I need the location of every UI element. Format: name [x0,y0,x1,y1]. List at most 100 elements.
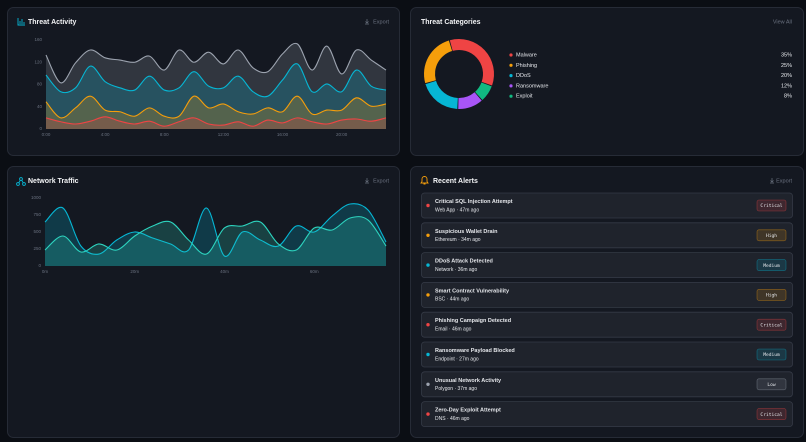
severity-label: Low [767,382,776,388]
donut-segment [424,40,453,84]
x-tick-label: 12:00 [218,132,230,137]
area-fill [46,96,386,129]
x-tick-label: 60m [310,269,319,274]
y-tick-label: 0 [38,263,41,268]
legend-value: 20% [781,73,792,79]
legend-value: 12% [781,83,792,89]
icon [16,18,26,186]
alert-title: Suspicious Wallet Drain [435,229,498,235]
x-tick-label: 4:00 [101,132,110,137]
legend-label: DDoS [516,73,531,79]
panel-title: Threat Activity [28,19,76,26]
alert-dot [426,203,430,208]
panel [7,166,400,438]
series-line [44,203,387,257]
legend-dot [509,63,513,67]
y-tick-label: 0 [39,126,42,131]
x-tick-label: 0m [42,269,49,274]
alert-meta: Ethereum · 34m ago [435,237,481,243]
severity-badge [756,259,787,271]
legend-label: Malware [516,52,537,58]
alert-dot [426,382,430,386]
export-button[interactable]: Export [373,178,389,184]
alert-row[interactable] [421,401,793,428]
x-tick-label: 20:00 [336,132,348,137]
severity-badge [756,318,787,331]
legend-value: 35% [781,52,792,58]
alert-row[interactable] [421,222,793,249]
bell-icon [420,176,429,185]
alert-meta: BSC · 44m ago [435,297,469,303]
panel-title: Threat Categories [421,19,481,26]
x-tick-label: 20m [130,269,139,274]
x-tick-label: 8:00 [160,132,169,137]
x-tick-label: 16:00 [277,132,289,137]
legend-value: 25% [781,63,792,69]
view-all-button[interactable]: View All [773,19,792,25]
alert-row[interactable] [421,252,793,279]
series-line [45,42,387,84]
panel [410,7,804,156]
panel-title: Recent Alerts [433,178,478,185]
y-tick-label: 160 [34,37,42,42]
alert-meta: Email · 46m ago [435,327,472,333]
severity-label: High [766,293,777,299]
series-line [45,63,387,98]
donut-segment [475,82,492,101]
severity-label: High [766,233,777,239]
alert-row[interactable] [421,341,793,368]
alert-row[interactable] [421,311,793,338]
alert-title: Critical SQL Injection Attempt [435,199,513,205]
y-tick-label: 500 [33,229,41,234]
severity-label: Medium [763,352,780,358]
alert-row[interactable] [421,371,793,398]
alert-dot [426,323,430,327]
x-tick-label: 0:00 [42,132,51,137]
severity-badge [756,199,787,212]
series-line [44,216,387,255]
legend-value: 8% [784,94,792,100]
legend-dot [509,94,513,98]
alert-title: Smart Contract Vulnerability [435,288,510,294]
area-fill [45,203,386,266]
donut-segment [458,92,482,109]
alert-dot [426,352,430,357]
severity-badge [756,408,787,420]
y-tick-label: 80 [37,82,43,87]
severity-label: Medium [763,263,780,269]
alert-row[interactable] [421,281,793,308]
legend-dot [509,53,513,57]
y-tick-label: 250 [33,246,41,251]
y-tick-label: 120 [34,59,42,64]
alert-meta: Web App · 47m ago [435,207,479,213]
alert-dot [426,412,430,416]
area-fill [46,116,386,129]
alert-row[interactable] [421,192,793,219]
alert-meta: DNS · 46m ago [435,416,470,422]
severity-label: Critical [760,203,782,209]
severity-badge [756,378,787,391]
alert-title: Zero-Day Exploit Attempt [435,408,501,414]
alert-dot [426,263,430,267]
area-fill [46,43,386,129]
series-line [45,95,387,119]
severity-badge [756,289,787,301]
alert-title: Ransomware Payload Blocked [435,348,515,354]
legend-label: Exploit [516,94,533,100]
export-icon [365,19,774,184]
alert-meta: Polygon · 37m ago [435,386,477,392]
severity-badge [756,229,787,242]
alert-title: DDoS Attack Detected [435,259,493,265]
export-button[interactable]: Export [373,19,389,25]
severity-label: Critical [760,412,782,418]
x-tick-label: 40m [220,269,229,274]
export-button[interactable]: Export [776,178,792,184]
donut-segment [449,39,494,86]
alert-meta: Network · 36m ago [435,267,477,273]
alert-title: Phishing Campaign Detected [435,318,511,324]
y-tick-label: 40 [37,104,43,109]
legend-label: Ransomware [516,83,548,89]
y-tick-label: 1000 [31,195,42,200]
alert-dot [426,233,430,237]
